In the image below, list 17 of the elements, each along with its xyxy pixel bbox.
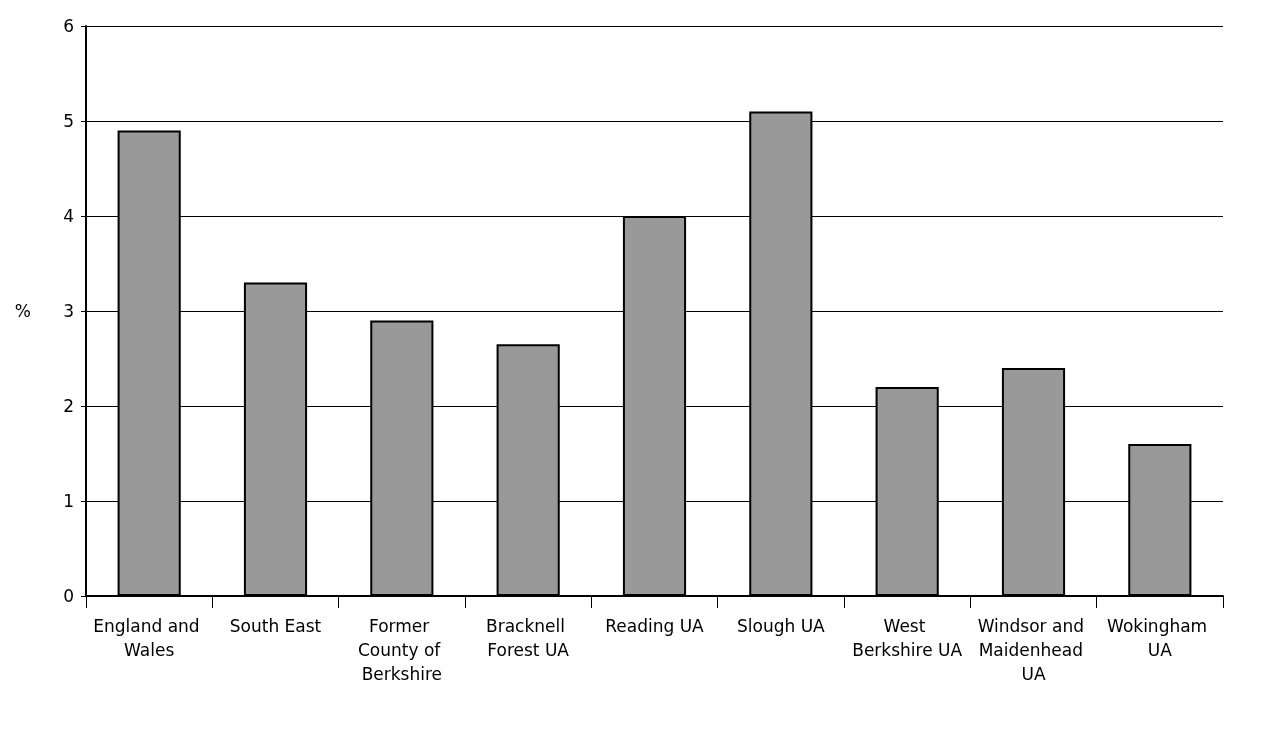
y-tick-label: 0 bbox=[63, 586, 74, 606]
x-tick-label: Slough UA bbox=[736, 616, 826, 636]
x-tick-label: Wokingham UA bbox=[1107, 616, 1213, 660]
x-tick-label: West Berkshire UA bbox=[852, 616, 963, 660]
x-tick-label: Former County of Berkshire bbox=[357, 616, 446, 684]
y-axis-title: % bbox=[14, 301, 31, 321]
y-tick-label: 6 bbox=[63, 16, 74, 36]
y-tick-label: 1 bbox=[63, 491, 74, 511]
x-tick-label: Windsor and Maidenhead UA bbox=[977, 616, 1090, 684]
x-tick-label: England and Wales bbox=[93, 616, 206, 660]
x-tick-label: Reading UA bbox=[605, 616, 705, 636]
y-tick-label: 2 bbox=[63, 396, 74, 416]
x-tick-label: Bracknell Forest UA bbox=[485, 616, 571, 660]
x-tick-label: South East bbox=[229, 616, 322, 636]
y-tick-label: 3 bbox=[63, 301, 74, 321]
y-tick-label: 4 bbox=[63, 206, 74, 226]
y-tick-label: 5 bbox=[63, 111, 74, 131]
